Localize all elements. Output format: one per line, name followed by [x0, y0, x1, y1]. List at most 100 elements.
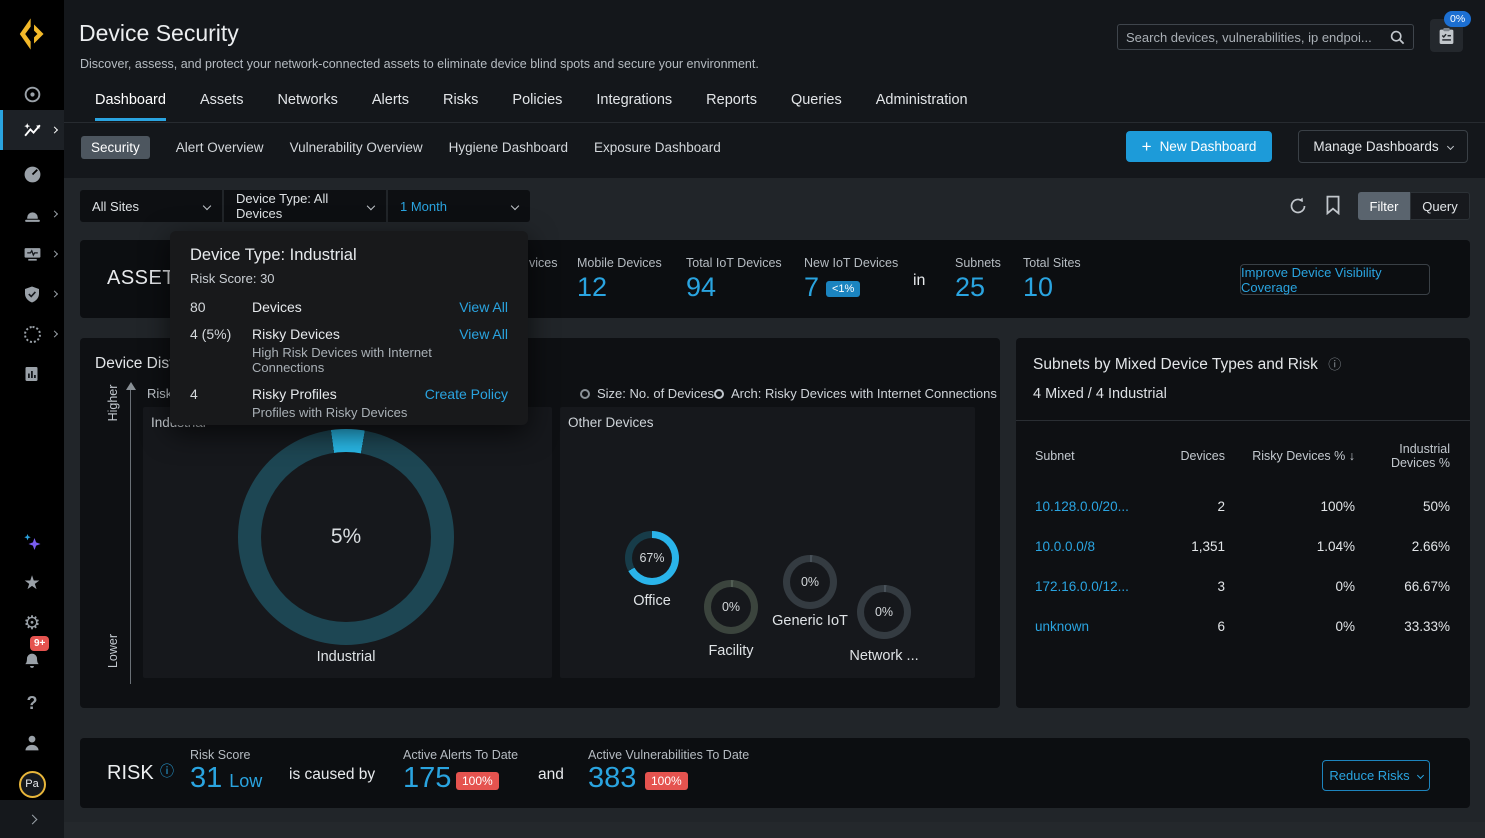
improve-visibility-button[interactable]: Improve Device Visibility Coverage	[1240, 264, 1430, 295]
tab-administration[interactable]: Administration	[875, 92, 968, 108]
device-type-filter-dropdown[interactable]: Device Type: All Devices	[224, 190, 386, 222]
bell-icon	[25, 653, 39, 668]
tab-alerts[interactable]: Alerts	[371, 92, 409, 108]
tab-risks[interactable]: Risks	[442, 92, 479, 108]
sidebar-item-policies[interactable]	[0, 276, 64, 312]
sidebar-item-favorites[interactable]: ★	[0, 565, 64, 601]
chevron-right-icon	[50, 290, 59, 298]
subtab-exposure-dashboard[interactable]: Exposure Dashboard	[593, 140, 721, 155]
tab-assets[interactable]: Assets	[199, 92, 244, 108]
armis-logo-icon[interactable]	[0, 12, 64, 52]
col-industrial[interactable]: Industrial Devices %	[1390, 442, 1450, 470]
subnet-link[interactable]: 10.128.0.0/20...	[1035, 498, 1129, 514]
global-search[interactable]	[1117, 24, 1414, 50]
subnet-link[interactable]: 10.0.0.0/8	[1035, 538, 1096, 554]
generic-iot-donut-chart[interactable]: 0%	[783, 555, 837, 609]
sparkles-icon	[23, 534, 40, 550]
table-row: 172.16.0.0/12... 3 0% 66.67%	[1035, 566, 1450, 606]
subnets-panel-subtitle: 4 Mixed / 4 Industrial	[1033, 386, 1167, 402]
risk-axis	[130, 390, 131, 684]
device-type-filter-value: Device Type: All Devices	[236, 191, 329, 221]
active-alerts-value[interactable]: 175	[403, 762, 452, 794]
subtab-vulnerability-overview[interactable]: Vulnerability Overview	[289, 140, 423, 155]
sort-descending-icon[interactable]: ↓	[1348, 449, 1355, 463]
period-filter-dropdown[interactable]: 1 Month	[388, 190, 530, 222]
notification-badge: 9+	[30, 636, 50, 651]
total-sites-label: Total Sites	[1023, 256, 1081, 270]
refresh-button[interactable]	[1288, 196, 1308, 221]
risk-level: Low	[229, 771, 263, 791]
view-all-link[interactable]: View All	[459, 326, 508, 342]
legend-size[interactable]: Size: No. of Devices	[580, 386, 714, 401]
tab-dashboard[interactable]: Dashboard	[95, 92, 166, 121]
tab-networks[interactable]: Networks	[277, 92, 338, 108]
sidebar-item-gauge[interactable]	[0, 156, 64, 192]
total-iot-value[interactable]: 94	[686, 272, 717, 302]
sidebar-item-radar[interactable]	[0, 76, 64, 112]
sidebar-item-help[interactable]: ?	[0, 685, 64, 721]
chevron-right-icon	[50, 330, 59, 338]
subnets-title-text: Subnets by Mixed Device Types and Risk	[1033, 356, 1318, 373]
view-all-link[interactable]: View All	[459, 299, 508, 315]
sidebar-item-integrations[interactable]	[0, 316, 64, 352]
bookmark-button[interactable]	[1325, 195, 1341, 220]
active-vulns-value[interactable]: 383	[588, 762, 637, 794]
sidebar-expand-button[interactable]	[0, 800, 64, 838]
question-icon: ?	[26, 693, 38, 713]
sidebar-item-settings[interactable]: ⚙	[0, 605, 64, 641]
subtab-hygiene-dashboard[interactable]: Hygiene Dashboard	[448, 140, 568, 155]
facility-donut-chart[interactable]: 0%	[704, 580, 758, 634]
reduce-risks-label: Reduce Risks	[1329, 768, 1410, 783]
report-chart-icon	[25, 366, 38, 381]
sidebar-item-reports[interactable]	[0, 356, 64, 392]
subnets-value[interactable]: 25	[955, 272, 986, 302]
legend-size-label: Size: No. of Devices	[597, 386, 715, 401]
tab-policies[interactable]: Policies	[512, 92, 563, 108]
sidebar-item-ai-assistant[interactable]	[0, 526, 64, 562]
chevron-down-icon	[1416, 771, 1424, 780]
sidebar-item-dashboard-active[interactable]	[0, 110, 64, 150]
manage-dashboards-button[interactable]: Manage Dashboards	[1298, 130, 1468, 163]
col-risky[interactable]: Risky Devices % ↓	[1252, 449, 1355, 463]
query-mode-toggle[interactable]: Query	[1410, 192, 1470, 220]
risky-cell: 100%	[1320, 498, 1355, 514]
filter-mode-toggle[interactable]: Filter	[1358, 192, 1410, 220]
mobile-devices-value[interactable]: 12	[577, 272, 608, 302]
legend-arch-label: Arch: Risky Devices with Internet Connec…	[731, 386, 997, 401]
avatar: Pa	[18, 770, 46, 798]
network-donut-chart[interactable]: 0%	[857, 585, 911, 639]
armis-logo-icon	[19, 18, 44, 50]
info-icon[interactable]: ⓘ	[160, 763, 174, 779]
new-dashboard-button[interactable]: + New Dashboard	[1126, 131, 1272, 162]
industrial-donut-chart[interactable]: 5%	[238, 429, 454, 645]
subtab-alert-overview[interactable]: Alert Overview	[175, 140, 264, 155]
person-icon	[25, 735, 39, 751]
subnet-link[interactable]: unknown	[1035, 618, 1090, 634]
new-iot-value[interactable]: 7	[804, 272, 820, 302]
chevron-down-icon	[1446, 142, 1454, 151]
subnet-link[interactable]: 172.16.0.0/12...	[1035, 578, 1129, 594]
other-devices-subpanel-label: Other Devices	[568, 415, 654, 430]
tab-reports[interactable]: Reports	[706, 92, 757, 108]
search-input[interactable]	[1126, 29, 1390, 45]
office-donut-pct: 67%	[639, 551, 665, 565]
sidebar-item-alerts[interactable]	[0, 196, 64, 232]
sidebar-item-notifications[interactable]: 9+	[0, 636, 64, 679]
reduce-risks-button[interactable]: Reduce Risks	[1322, 760, 1430, 791]
sidebar-item-devices[interactable]	[0, 236, 64, 272]
create-policy-link[interactable]: Create Policy	[424, 386, 508, 402]
tab-integrations[interactable]: Integrations	[596, 92, 673, 108]
sites-filter-dropdown[interactable]: All Sites	[80, 190, 222, 222]
info-icon[interactable]: ⓘ	[1328, 357, 1342, 372]
industrial-cell: 33.33%	[1404, 618, 1450, 634]
col-devices[interactable]: Devices	[1180, 449, 1225, 463]
sidebar-avatar[interactable]: Pa	[0, 766, 64, 802]
sidebar-item-user[interactable]	[0, 725, 64, 761]
total-sites-value[interactable]: 10	[1023, 272, 1054, 302]
tab-queries[interactable]: Queries	[790, 92, 842, 108]
subtab-security[interactable]: Security	[81, 136, 150, 159]
col-subnet[interactable]: Subnet	[1035, 449, 1075, 463]
risk-score-value[interactable]: 31 Low	[190, 762, 263, 794]
legend-arch[interactable]: Arch: Risky Devices with Internet Connec…	[714, 386, 997, 401]
office-donut-chart[interactable]: 67%	[625, 531, 679, 585]
